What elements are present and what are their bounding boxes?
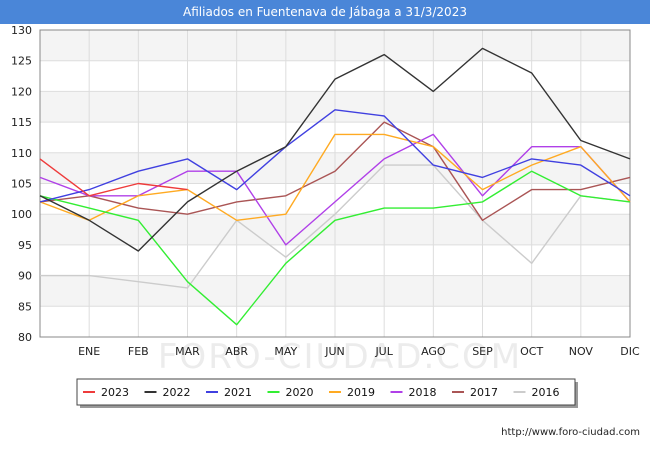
y-tick-label: 105	[11, 178, 32, 191]
y-tick-label: 90	[18, 270, 32, 283]
series-line-2020	[39, 170, 631, 326]
legend-label-2017: 2017	[470, 386, 498, 399]
x-tick-label: JUN	[324, 345, 345, 358]
legend-label-2020: 2020	[286, 386, 314, 399]
series-line-2019	[39, 133, 631, 222]
legend-label-2019: 2019	[347, 386, 375, 399]
x-tick-label: FEB	[128, 345, 149, 358]
legend-label-2021: 2021	[224, 386, 252, 399]
x-tick-label: MAY	[274, 345, 297, 358]
y-tick-label: 110	[11, 147, 32, 160]
watermark: FORO-CIUDAD.COM	[158, 337, 522, 377]
series-line-2022	[39, 47, 631, 252]
y-tick-label: 80	[18, 331, 32, 344]
y-tick-label: 125	[11, 55, 32, 68]
x-tick-label: OCT	[520, 345, 543, 358]
y-tick-label: 115	[11, 116, 32, 129]
x-tick-label: DIC	[620, 345, 640, 358]
y-tick-label: 130	[11, 24, 32, 37]
legend-label-2018: 2018	[409, 386, 437, 399]
y-tick-label: 85	[18, 300, 32, 313]
series-line-2016	[40, 164, 631, 289]
series-line-2021	[39, 109, 631, 203]
plot-frame	[39, 29, 631, 338]
legend-box	[76, 378, 576, 406]
y-tick-label: 100	[11, 208, 32, 221]
series-line-2023	[39, 158, 188, 197]
legend-label-2022: 2022	[163, 386, 191, 399]
legend-label-2023: 2023	[101, 386, 129, 399]
series-line-2017	[39, 121, 631, 222]
x-tick-label: JUL	[374, 345, 393, 358]
y-tick-label: 120	[11, 85, 32, 98]
source-url: http://www.foro-ciudad.com	[501, 427, 640, 438]
x-tick-label: ABR	[225, 345, 248, 358]
x-tick-label: ENE	[78, 345, 100, 358]
x-tick-label: AGO	[421, 345, 446, 358]
x-tick-label: NOV	[569, 345, 594, 358]
legend-label-2016: 2016	[532, 386, 560, 399]
y-tick-label: 95	[18, 239, 32, 252]
x-tick-label: MAR	[175, 345, 200, 358]
x-tick-label: SEP	[472, 345, 493, 358]
chart-title: Afiliados en Fuentenava de Jábaga a 31/3…	[0, 0, 650, 24]
